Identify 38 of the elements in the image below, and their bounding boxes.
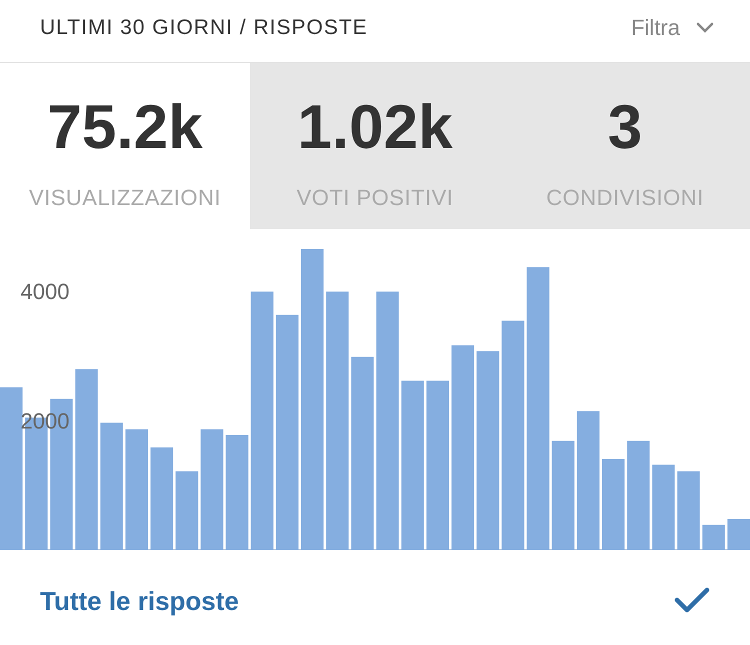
bar bbox=[176, 471, 198, 550]
bar bbox=[276, 314, 298, 550]
bar bbox=[250, 292, 274, 550]
bar bbox=[526, 267, 550, 550]
bar bbox=[0, 387, 23, 550]
bar bbox=[200, 429, 224, 550]
bar bbox=[702, 524, 725, 550]
y-tick-label: 4000 bbox=[20, 279, 70, 304]
bar bbox=[301, 249, 324, 550]
bar bbox=[652, 464, 675, 550]
chart-title: ULTIMI 30 GIORNI / RISPOSTE bbox=[40, 16, 368, 40]
bar bbox=[326, 292, 349, 550]
text: 75.2k bbox=[46, 93, 204, 163]
bar bbox=[576, 411, 600, 550]
bar bbox=[602, 458, 625, 550]
bar bbox=[401, 380, 424, 550]
text: CONDIVISIONI bbox=[545, 185, 705, 211]
bar bbox=[150, 447, 174, 550]
text: 1.02k bbox=[296, 93, 454, 163]
bar bbox=[75, 369, 98, 550]
bar bbox=[727, 519, 750, 550]
text: VISUALIZZAZIONI bbox=[28, 185, 222, 211]
bar bbox=[426, 380, 449, 550]
text: 3 bbox=[606, 93, 644, 163]
bar bbox=[100, 422, 123, 550]
bar bbox=[125, 429, 148, 550]
text: Tutte le risposte bbox=[40, 586, 239, 617]
bar bbox=[677, 471, 700, 550]
bar bbox=[452, 345, 474, 550]
bar bbox=[627, 440, 650, 550]
bar bbox=[226, 435, 248, 550]
text: Filtra bbox=[631, 15, 680, 41]
bar bbox=[351, 356, 374, 550]
text: VOTI POSITIVI bbox=[296, 185, 454, 211]
bar bbox=[376, 292, 399, 550]
bar bbox=[476, 351, 500, 550]
bar bbox=[502, 320, 524, 550]
bar bbox=[552, 440, 574, 550]
